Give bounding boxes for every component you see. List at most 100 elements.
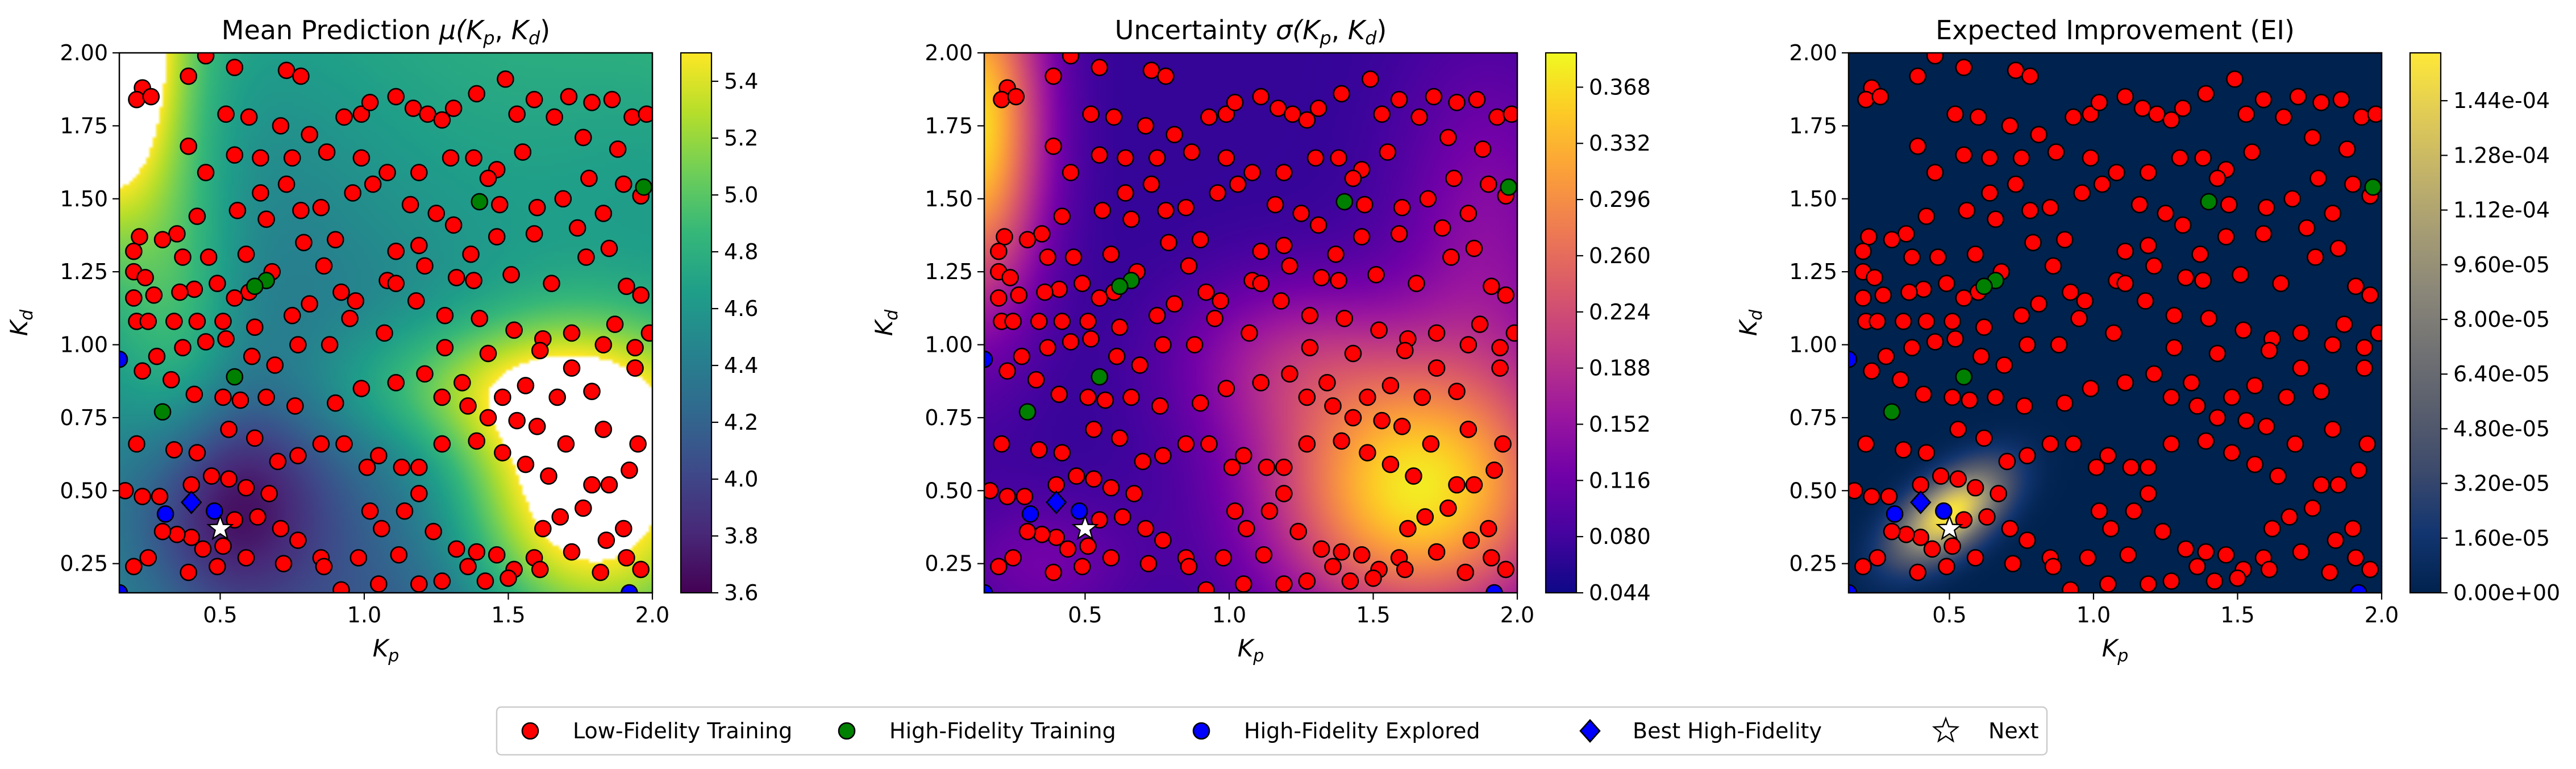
low-fidelity-point	[2280, 508, 2299, 526]
low-fidelity-point	[249, 508, 267, 526]
low-fidelity-point	[153, 522, 172, 541]
low-fidelity-point	[2055, 394, 2074, 412]
low-fidelity-point	[119, 481, 134, 500]
low-fidelity-point	[2044, 558, 2062, 576]
low-fidelity-point	[2312, 93, 2330, 111]
low-fidelity-point	[373, 519, 390, 538]
low-fidelity-point	[2154, 522, 2171, 541]
colorbar-tick-label: 1.44e-04	[2453, 88, 2550, 113]
low-fidelity-point	[128, 90, 145, 109]
colorbar-tick-label: 1.28e-04	[2453, 143, 2550, 168]
low-fidelity-point	[2292, 359, 2310, 377]
low-fidelity-point	[185, 385, 203, 404]
legend-marker	[521, 722, 539, 740]
low-fidelity-point	[2358, 435, 2376, 453]
low-fidelity-point	[1923, 540, 1941, 558]
low-fidelity-point	[1938, 275, 1955, 292]
low-fidelity-point	[1180, 558, 1198, 576]
low-fidelity-point	[2073, 184, 2091, 202]
low-fidelity-point	[286, 397, 304, 415]
low-fidelity-point	[1917, 207, 1936, 225]
low-fidelity-point	[531, 560, 549, 579]
y-tick-label: 1.25	[60, 259, 108, 284]
low-fidelity-point	[1033, 225, 1051, 243]
x-tick-label: 2.0	[635, 602, 669, 627]
low-fidelity-point	[2065, 435, 2082, 453]
low-fidelity-point	[410, 236, 428, 255]
next-marker	[1936, 514, 1963, 541]
low-fidelity-point	[1157, 201, 1175, 219]
legend-item: Next	[1932, 716, 2039, 743]
low-fidelity-point	[597, 531, 615, 549]
low-fidelity-point	[2292, 324, 2310, 342]
low-fidelity-point	[131, 228, 148, 246]
low-fidelity-point	[2246, 455, 2264, 473]
low-fidelity-point	[2130, 196, 2149, 214]
low-fidelity-point	[1298, 111, 1316, 129]
low-fidelity-point	[436, 306, 454, 325]
low-fidelity-point	[1217, 380, 1235, 397]
low-fidelity-point	[2223, 388, 2241, 406]
low-fidelity-point	[1874, 286, 1892, 304]
low-fidelity-point	[447, 540, 465, 558]
low-fidelity-point	[2116, 275, 2134, 292]
low-fidelity-point	[568, 219, 586, 237]
low-fidelity-point	[2353, 108, 2370, 126]
low-fidelity-point	[2162, 388, 2180, 406]
low-fidelity-point	[1197, 581, 1215, 593]
low-fidelity-point	[180, 67, 197, 85]
low-fidelity-point	[332, 581, 350, 593]
low-fidelity-point	[1419, 190, 1437, 208]
high-fidelity-training-point	[1975, 277, 1993, 296]
low-fidelity-point	[525, 225, 543, 243]
x-tick-label: 2.0	[2365, 602, 2399, 627]
low-fidelity-point	[180, 563, 197, 581]
low-fidelity-point	[1125, 485, 1143, 502]
low-fidelity-point	[1978, 508, 1996, 526]
low-fidelity-point	[197, 164, 215, 181]
low-fidelity-point	[479, 344, 497, 363]
low-fidelity-point	[618, 277, 635, 296]
low-fidelity-point	[444, 216, 463, 234]
low-fidelity-point	[1010, 286, 1028, 304]
low-fidelity-point	[2099, 575, 2117, 593]
low-fidelity-point	[1275, 458, 1293, 476]
low-fidelity-point	[1154, 336, 1172, 354]
low-fidelity-point	[1324, 558, 1342, 576]
low-fidelity-point	[2065, 108, 2082, 126]
low-fidelity-point	[551, 508, 569, 526]
colorbar-tick-label: 4.8	[724, 239, 758, 264]
low-fidelity-point	[214, 388, 232, 406]
low-fidelity-point	[202, 467, 220, 485]
low-fidelity-point	[2041, 198, 2059, 217]
low-fidelity-point	[358, 458, 376, 476]
legend-label: High-Fidelity Explored	[1244, 718, 1480, 743]
low-fidelity-point	[352, 380, 371, 397]
low-fidelity-point	[1324, 397, 1342, 415]
low-fidelity-point	[1039, 248, 1056, 266]
low-fidelity-point	[1214, 549, 1233, 567]
low-fidelity-point	[410, 164, 428, 181]
low-fidelity-point	[2108, 164, 2125, 181]
low-fidelity-point	[301, 295, 318, 313]
y-tick-label: 0.50	[925, 478, 973, 503]
low-fidelity-point	[2140, 236, 2157, 255]
low-fidelity-point	[479, 169, 497, 188]
low-fidelity-point	[1001, 269, 1019, 286]
low-fidelity-point	[361, 502, 379, 520]
low-fidelity-point	[1200, 435, 1218, 453]
low-fidelity-point	[1333, 85, 1351, 103]
panel-title: Mean Prediction μ(Kp, Kd)	[222, 15, 550, 49]
low-fidelity-point	[2350, 462, 2367, 479]
high-fidelity-training-point	[1018, 403, 1037, 421]
low-fidelity-point	[494, 444, 511, 462]
low-fidelity-point	[1344, 344, 1362, 363]
low-fidelity-point	[1390, 225, 1408, 243]
low-fidelity-point	[1917, 313, 1936, 330]
colorbar-tick-label: 0.296	[1589, 187, 1651, 212]
high-fidelity-training-point	[226, 368, 244, 386]
legend-label: Best High-Fidelity	[1633, 718, 1822, 743]
low-fidelity-point	[600, 476, 618, 494]
low-fidelity-point	[2015, 397, 2033, 415]
low-fidelity-point	[2140, 458, 2157, 476]
